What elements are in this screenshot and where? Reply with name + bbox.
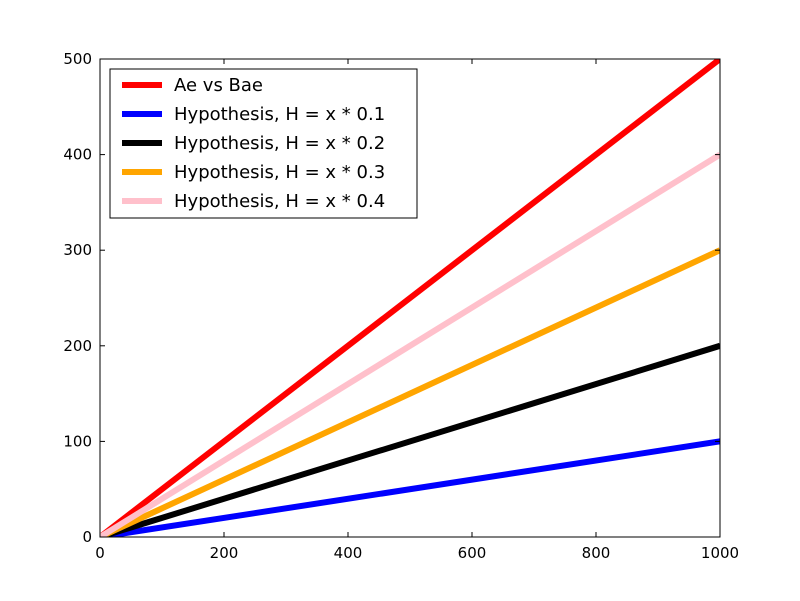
legend-label-4: Hypothesis, H = x * 0.3	[174, 162, 385, 183]
legend: Ae vs Bae Hypothesis, H = x * 0.1 Hypothes…	[109, 68, 418, 219]
series-line-4	[100, 247, 720, 537]
x-tick-label: 1000	[701, 544, 739, 562]
y-tick-label: 400	[63, 146, 92, 164]
legend-label-2: Hypothesis, H = x * 0.1	[174, 104, 385, 125]
y-tick-label: 300	[63, 241, 92, 259]
series-line-2	[100, 438, 720, 537]
legend-label-5: Hypothesis, H = x * 0.4	[174, 191, 385, 212]
x-axis: 0 200 400 600 800 1000	[95, 59, 739, 562]
legend-label-3: Hypothesis, H = x * 0.2	[174, 133, 385, 154]
series-line-3	[100, 342, 720, 537]
legend-label-1: Ae vs Bae	[174, 75, 263, 96]
plot-frame	[99, 58, 721, 538]
x-tick-label: 200	[210, 544, 239, 562]
y-axis: 0 100 200 300 400 500	[63, 50, 720, 546]
x-tick-label: 0	[95, 544, 105, 562]
series-layer	[100, 59, 720, 537]
series-line-1	[100, 59, 720, 537]
y-tick-label: 200	[63, 337, 92, 355]
x-tick-label: 600	[458, 544, 487, 562]
x-tick-label: 800	[582, 544, 611, 562]
y-tick-label: 100	[63, 432, 92, 450]
y-tick-label: 500	[63, 50, 92, 68]
series-line-5	[100, 152, 720, 537]
y-tick-label: 0	[82, 528, 92, 546]
x-tick-label: 400	[334, 544, 363, 562]
